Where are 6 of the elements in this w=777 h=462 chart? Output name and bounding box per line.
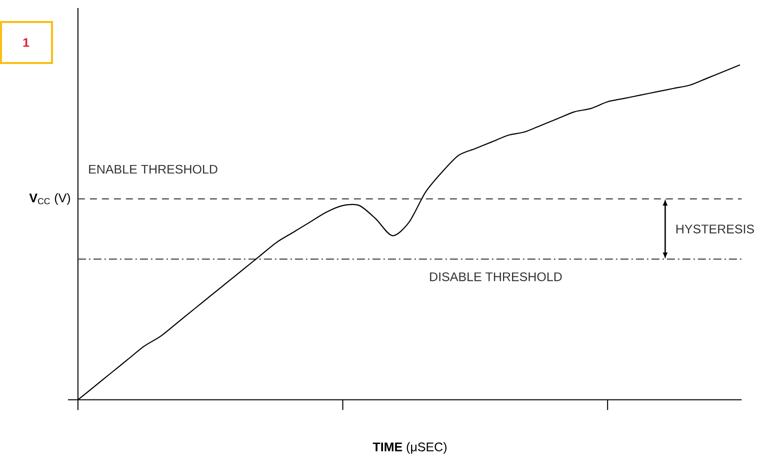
ref-line-label: DISABLE THRESHOLD <box>430 272 562 282</box>
y-axis-title: V$_{CC}$ (V) <box>29 193 70 205</box>
ref-line-label: ENABLE THRESHOLD <box>89 164 218 174</box>
text: 1 <box>23 38 30 47</box>
annotation: HYSTERESIS <box>676 224 754 234</box>
x-axis-title: TIME (μSEC) <box>372 442 447 454</box>
